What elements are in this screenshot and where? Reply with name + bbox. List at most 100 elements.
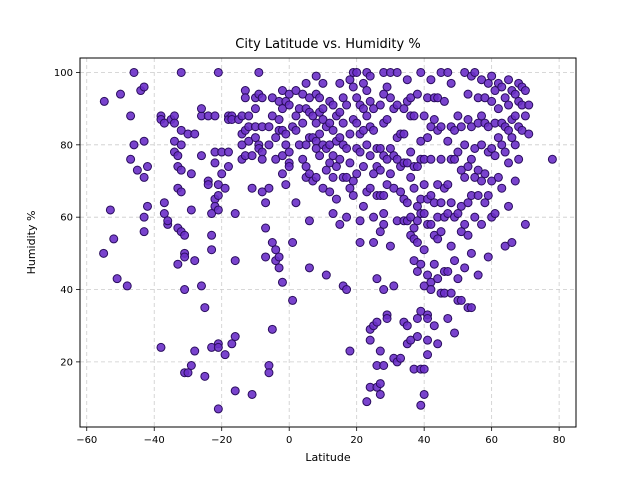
data-point — [402, 321, 412, 331]
data-point — [176, 165, 186, 175]
data-point — [254, 67, 264, 77]
x-tick-label: −60 — [76, 435, 97, 446]
data-point — [443, 136, 453, 146]
data-point — [480, 198, 490, 208]
data-point — [328, 100, 338, 110]
data-point — [159, 118, 169, 128]
data-point — [443, 266, 453, 276]
data-point — [311, 172, 321, 182]
data-point — [126, 154, 136, 164]
data-point — [325, 158, 335, 168]
data-point — [490, 151, 500, 161]
data-point — [345, 129, 355, 139]
y-tick-label: 40 — [60, 285, 73, 296]
data-point — [500, 241, 510, 251]
data-point — [139, 136, 149, 146]
data-point — [342, 100, 352, 110]
data-point — [342, 143, 352, 153]
data-point — [345, 75, 355, 85]
data-point — [375, 389, 385, 399]
data-point — [358, 125, 368, 135]
data-point — [487, 143, 497, 153]
data-point — [477, 219, 487, 229]
data-point — [244, 111, 254, 121]
data-point — [504, 158, 514, 168]
data-point — [510, 111, 520, 121]
data-point — [389, 183, 399, 193]
data-point — [335, 154, 345, 164]
data-point — [169, 118, 179, 128]
data-point — [365, 335, 375, 345]
data-point — [331, 162, 341, 172]
data-point — [301, 140, 311, 150]
data-point — [291, 125, 301, 135]
data-point — [477, 111, 487, 121]
data-point — [139, 172, 149, 182]
data-point — [423, 350, 433, 360]
data-point — [358, 162, 368, 172]
data-point — [247, 389, 257, 399]
data-point — [139, 212, 149, 222]
data-point — [328, 151, 338, 161]
data-point — [456, 201, 466, 211]
data-point — [470, 172, 480, 182]
data-point — [213, 180, 223, 190]
data-point — [200, 303, 210, 313]
data-point — [315, 151, 325, 161]
data-point — [426, 154, 436, 164]
data-point — [311, 143, 321, 153]
data-point — [352, 118, 362, 128]
data-point — [230, 386, 240, 396]
data-point — [345, 183, 355, 193]
data-point — [493, 104, 503, 114]
data-point — [281, 180, 291, 190]
data-point — [460, 219, 470, 229]
data-point — [159, 198, 169, 208]
data-point — [220, 183, 230, 193]
data-point — [375, 227, 385, 237]
data-point — [379, 285, 389, 295]
data-point — [510, 140, 520, 150]
data-point — [443, 180, 453, 190]
data-point — [429, 115, 439, 124]
data-point — [379, 361, 389, 370]
data-point — [470, 143, 480, 153]
data-point — [274, 252, 284, 262]
data-point — [470, 67, 480, 77]
x-tick-label: −20 — [211, 435, 232, 446]
y-axis-ticks: 20 40 60 80 100 — [54, 68, 80, 368]
data-point — [180, 285, 190, 295]
data-point — [176, 67, 186, 77]
data-point — [369, 212, 379, 222]
data-point — [392, 154, 402, 164]
data-point — [304, 263, 314, 273]
data-point — [342, 212, 352, 222]
data-point — [375, 165, 385, 175]
data-point — [524, 129, 534, 139]
data-point — [409, 223, 419, 233]
data-point — [129, 140, 139, 150]
data-point — [355, 216, 365, 226]
data-point — [190, 256, 200, 266]
data-point — [207, 230, 217, 240]
data-point — [524, 100, 534, 110]
data-point — [362, 140, 372, 150]
data-point — [487, 96, 497, 106]
data-point — [517, 125, 527, 135]
y-tick-label: 80 — [60, 140, 73, 151]
data-point — [460, 172, 470, 182]
data-point — [355, 147, 365, 157]
data-point — [433, 180, 443, 190]
data-point — [250, 133, 260, 143]
data-point — [190, 346, 200, 356]
data-point — [277, 86, 287, 96]
data-point — [244, 136, 254, 146]
data-point — [426, 190, 436, 200]
data-point — [358, 78, 368, 88]
data-point — [369, 169, 379, 179]
data-point — [382, 115, 392, 124]
data-point — [186, 169, 196, 179]
data-point — [304, 216, 314, 226]
data-point — [369, 125, 379, 135]
